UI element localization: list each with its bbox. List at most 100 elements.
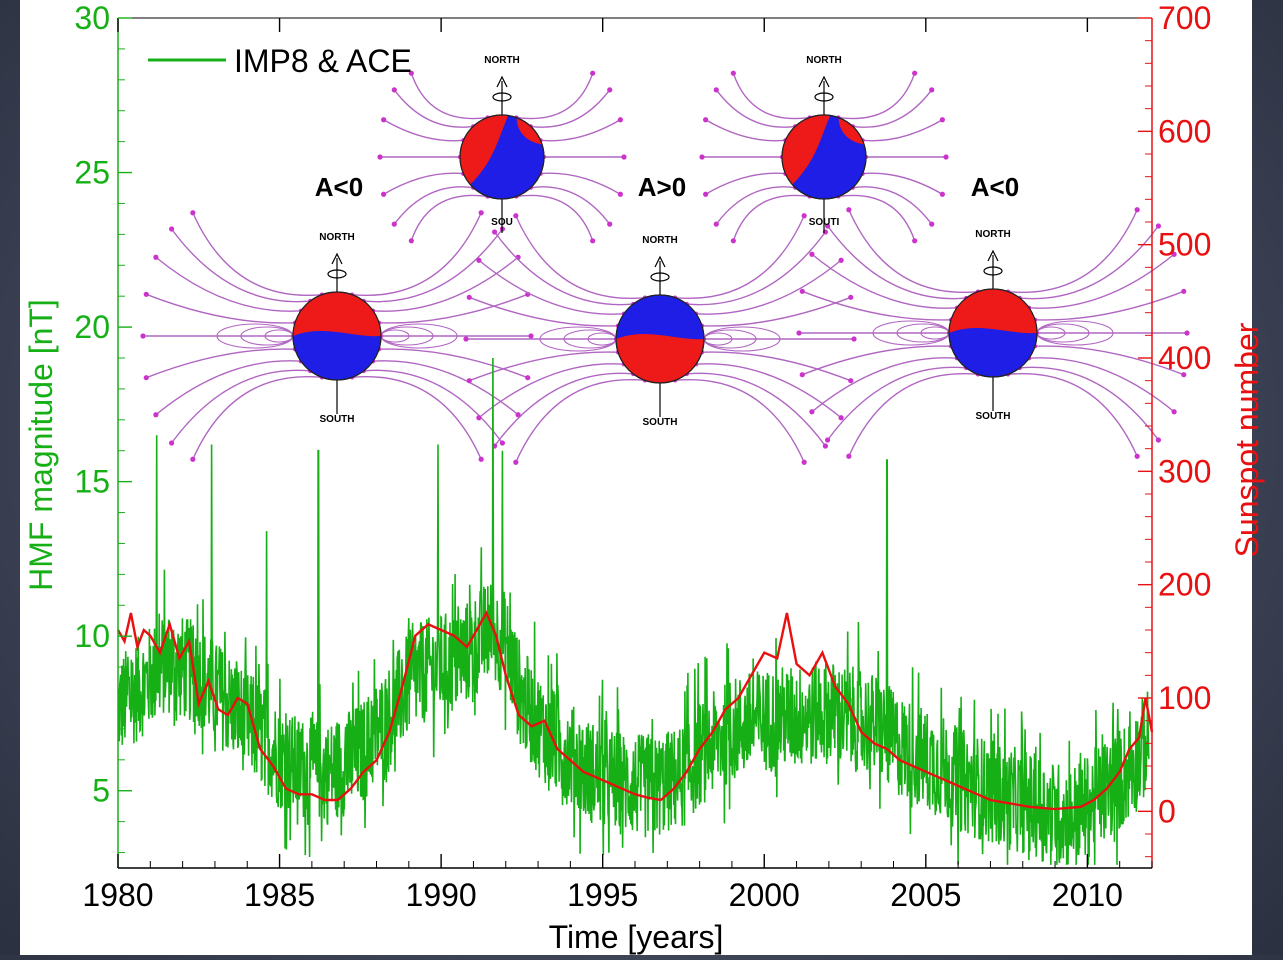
field-arrow-head: [713, 221, 719, 227]
y-right-tick-label: 400: [1158, 340, 1211, 376]
field-arrow-head: [525, 375, 531, 381]
series-sunspot-line: [116, 610, 1154, 811]
y-right-tick-label: 0: [1158, 793, 1176, 829]
field-arrow-head: [391, 87, 397, 93]
field-line: [801, 345, 952, 376]
field-line: [540, 172, 621, 195]
field-arrow-head: [713, 87, 719, 93]
field-arrow-head: [499, 440, 506, 446]
field-line: [674, 215, 805, 300]
field-line: [393, 89, 474, 128]
rotation-icon: [814, 92, 834, 102]
field-line: [827, 366, 967, 441]
sun-diagram: NORTH SOU: [377, 55, 627, 244]
field-arrow-head: [799, 372, 805, 378]
field-line: [171, 228, 311, 303]
field-arrow-head: [478, 456, 484, 462]
field-arrow-head: [730, 238, 736, 244]
field-arrow-head: [617, 117, 623, 123]
field-arrow-head: [140, 333, 146, 339]
field-line: [468, 296, 619, 327]
field-line: [410, 194, 488, 242]
field-arrow-head: [730, 70, 736, 76]
field-arrow-head: [929, 221, 935, 227]
y-left-tick-label: 20: [74, 309, 110, 345]
field-line: [372, 256, 519, 312]
field-arrow-head: [607, 221, 613, 227]
field-line: [516, 194, 594, 242]
field-line: [378, 293, 529, 324]
field-arrow-head: [590, 238, 596, 244]
field-arrow-head: [466, 294, 472, 300]
field-line: [838, 194, 916, 242]
field-arrow-head: [848, 378, 854, 384]
rotation-icon: [492, 92, 512, 102]
field-arrow-head: [478, 210, 484, 216]
field-line: [811, 357, 958, 413]
polarity-label: A<0: [315, 172, 363, 202]
field-line: [468, 351, 619, 382]
x-tick-label: 2000: [729, 877, 800, 913]
sun-hemisphere: [616, 295, 704, 340]
field-line: [862, 119, 943, 142]
field-arrow-head: [1134, 207, 1140, 213]
x-tick-label: 2005: [890, 877, 961, 913]
field-line: [801, 290, 952, 321]
field-arrow-head: [848, 294, 854, 300]
field-line: [363, 369, 503, 444]
field-line: [852, 186, 933, 225]
legend: IMP8 & ACE: [148, 43, 412, 79]
field-line: [363, 228, 503, 303]
x-tick-label: 2010: [1052, 877, 1123, 913]
field-arrow-head: [939, 117, 945, 123]
rotation-icon: [983, 266, 1003, 276]
sun-south-label: SOUTH: [643, 417, 678, 428]
polarity-label: A>0: [638, 172, 686, 202]
field-line: [715, 89, 796, 128]
polarity-label: A<0: [971, 172, 1019, 202]
field-line: [838, 72, 916, 120]
field-arrow-head: [1155, 437, 1162, 443]
field-arrow-head: [809, 251, 815, 257]
field-arrow-head: [703, 117, 709, 123]
field-line: [383, 119, 464, 142]
field-line: [478, 259, 625, 315]
sun-north-label: NORTH: [806, 55, 842, 66]
field-arrow-head: [513, 459, 519, 465]
y-left-tick-label: 30: [74, 0, 110, 36]
field-arrow-head: [703, 191, 709, 197]
field-arrow-head: [377, 154, 383, 160]
field-line: [1019, 366, 1159, 441]
legend-label-hmf: IMP8 & ACE: [234, 43, 412, 79]
field-arrow-head: [838, 415, 844, 421]
field-arrow-head: [515, 412, 521, 418]
field-line: [811, 253, 958, 309]
x-tick-label: 1995: [567, 877, 638, 913]
field-line: [351, 212, 482, 297]
field-line: [516, 72, 594, 120]
axis-arrow: [331, 252, 343, 265]
field-arrow-head: [1171, 251, 1177, 257]
field-arrow-head: [1181, 288, 1187, 294]
field-line: [494, 372, 634, 447]
field-line: [732, 194, 810, 242]
field-line: [515, 378, 646, 463]
field-arrow-head: [607, 87, 613, 93]
field-arrow-head: [381, 117, 387, 123]
field-arrow-head: [381, 191, 387, 197]
y-right-tick-label: 500: [1158, 227, 1211, 263]
field-line: [1007, 372, 1138, 457]
field-arrow-head: [190, 210, 196, 216]
field-line: [378, 348, 529, 379]
field-line: [848, 209, 979, 294]
field-arrow-head: [838, 257, 844, 263]
field-line: [1028, 357, 1175, 413]
sun-hemisphere: [460, 114, 509, 185]
field-arrow-head: [621, 154, 627, 160]
series-hmf-line: [117, 357, 1150, 865]
field-line: [372, 360, 519, 416]
field-line: [705, 172, 786, 195]
field-line: [695, 363, 842, 419]
field-line: [848, 372, 979, 457]
